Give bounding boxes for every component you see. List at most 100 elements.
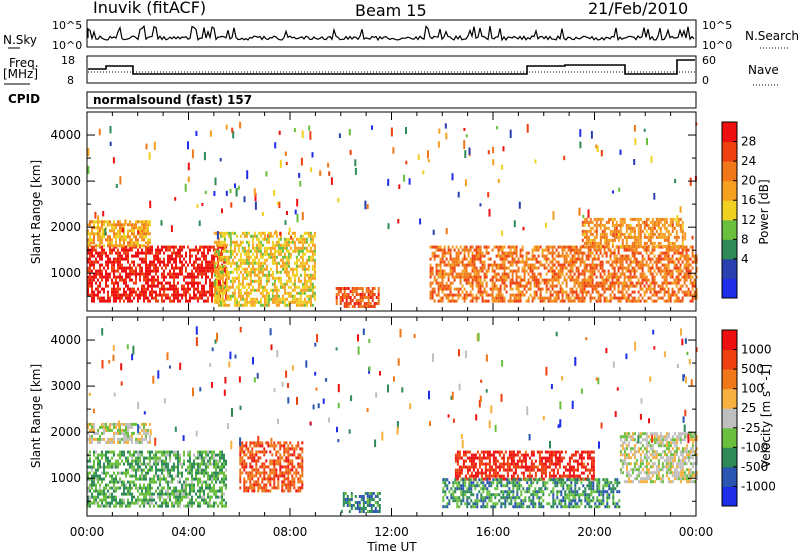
data-cell	[439, 257, 442, 261]
data-cell	[265, 258, 268, 262]
data-cell	[301, 303, 304, 307]
data-cell	[291, 270, 294, 274]
data-cell	[653, 269, 656, 273]
data-cell	[181, 287, 183, 291]
data-cell	[97, 480, 99, 484]
data-cell	[569, 260, 572, 264]
data-cell	[89, 254, 91, 258]
data-cell	[619, 149, 622, 155]
data-cell	[231, 276, 234, 280]
data-cell	[655, 229, 658, 233]
data-cell	[99, 226, 101, 230]
data-cell	[191, 474, 193, 478]
data-cell	[173, 504, 175, 508]
nsky-tick-top: 10^5	[52, 19, 82, 32]
data-cell	[297, 249, 300, 253]
data-cell	[649, 272, 652, 276]
data-cell	[645, 287, 648, 291]
data-cell	[269, 273, 272, 277]
data-cell	[91, 296, 93, 300]
data-cell	[221, 300, 224, 304]
data-cell	[531, 275, 534, 279]
data-cell	[285, 258, 288, 262]
data-cell	[473, 248, 476, 252]
data-cell	[505, 284, 508, 288]
data-cell	[509, 299, 512, 303]
data-cell	[129, 483, 131, 487]
data-cell	[175, 290, 177, 294]
data-cell	[103, 248, 105, 252]
data-cell	[99, 281, 101, 285]
data-cell	[631, 235, 634, 239]
data-cell	[491, 284, 494, 288]
data-cell	[689, 278, 692, 282]
data-cell	[95, 474, 97, 478]
data-cell	[617, 281, 620, 285]
data-cell	[127, 287, 129, 291]
data-cell	[475, 254, 478, 258]
data-cell	[551, 260, 554, 264]
data-cell	[227, 255, 230, 259]
data-cell	[305, 300, 308, 304]
data-cell	[489, 287, 492, 291]
data-cell	[293, 249, 296, 253]
data-cell	[503, 257, 506, 261]
data-cell	[107, 266, 109, 270]
data-cell	[95, 471, 97, 475]
data-cell	[557, 281, 560, 285]
data-cell	[263, 246, 266, 250]
data-cell	[155, 257, 157, 261]
data-cell	[263, 303, 266, 307]
data-cell	[501, 248, 504, 252]
data-cell	[133, 226, 135, 230]
data-cell	[197, 272, 199, 276]
data-cell	[285, 243, 288, 247]
data-cell	[581, 296, 584, 300]
data-cell	[289, 252, 292, 256]
data-cell	[221, 291, 224, 295]
data-cell	[297, 252, 300, 256]
data-cell	[287, 237, 290, 241]
data-cell	[213, 270, 216, 274]
data-cell	[147, 238, 149, 242]
data-cell	[673, 299, 676, 303]
data-cell	[137, 238, 139, 242]
data-cell	[173, 501, 175, 505]
data-cell	[305, 267, 308, 271]
colorbar-segment	[722, 200, 737, 221]
data-cell	[119, 238, 121, 242]
data-cell	[115, 281, 117, 285]
data-cell	[155, 248, 157, 252]
data-cell	[137, 220, 139, 224]
data-cell	[617, 278, 620, 282]
data-cell	[155, 462, 157, 466]
data-cell	[289, 285, 292, 289]
data-cell	[123, 453, 125, 457]
data-cell	[601, 235, 604, 239]
data-cell	[243, 267, 246, 271]
data-cell	[153, 504, 155, 508]
data-cell	[147, 450, 149, 454]
data-cell	[563, 257, 566, 261]
data-cell	[239, 258, 242, 262]
data-cell	[663, 272, 666, 276]
data-cell	[549, 251, 552, 255]
data-cell	[595, 251, 598, 255]
data-cell	[481, 281, 484, 285]
data-cell	[239, 243, 242, 247]
data-cell	[469, 263, 472, 267]
data-cell	[589, 229, 592, 233]
data-cell	[151, 245, 153, 249]
data-cell	[247, 261, 250, 265]
data-cell	[109, 501, 111, 505]
data-cell	[571, 248, 574, 252]
data-cell	[553, 278, 556, 282]
data-cell	[523, 275, 526, 279]
data-cell	[237, 243, 240, 247]
data-cell	[199, 263, 201, 267]
data-cell	[555, 248, 558, 252]
data-cell	[469, 257, 472, 261]
data-cell	[181, 462, 183, 466]
data-cell	[515, 275, 518, 279]
data-cell	[567, 296, 570, 300]
